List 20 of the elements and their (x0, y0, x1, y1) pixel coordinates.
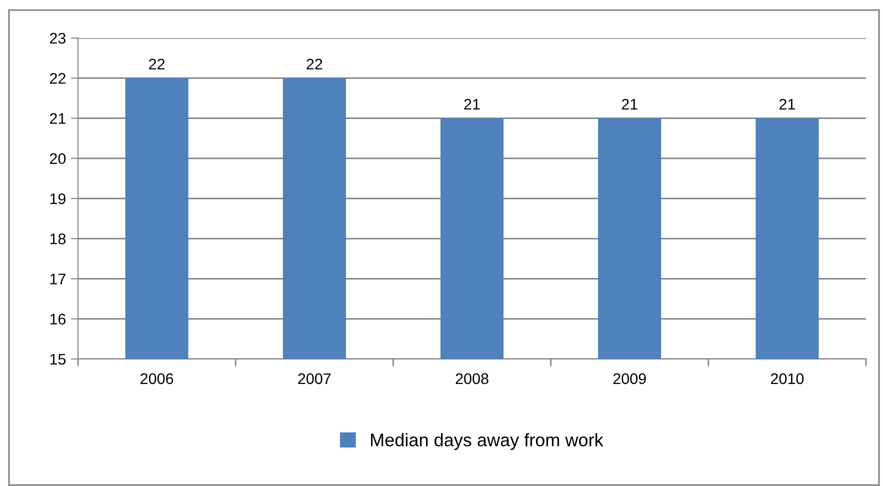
data-label: 21 (622, 98, 638, 110)
y-tick-label: 23 (50, 32, 66, 44)
x-tick-label: 2009 (613, 373, 646, 384)
y-tick-label: 19 (50, 193, 66, 204)
data-label: 22 (306, 58, 322, 70)
x-tick-label: 2010 (770, 373, 804, 384)
y-tick-label: 17 (50, 274, 66, 284)
data-label: 22 (149, 58, 165, 70)
y-tick-label: 15 (50, 354, 66, 365)
y-tick-label: 18 (50, 233, 66, 244)
y-tick-label: 20 (50, 153, 66, 164)
x-tick-label: 2006 (140, 373, 174, 384)
data-label: 21 (779, 98, 795, 110)
y-tick-label: 22 (50, 72, 66, 84)
data-label: 21 (464, 98, 480, 110)
y-tick-label: 21 (50, 113, 66, 124)
x-tick-label: 2007 (298, 373, 331, 384)
legend-label: Median days away from work (371, 433, 604, 450)
y-tick-label: 16 (50, 314, 66, 325)
x-tick-label: 2008 (456, 373, 488, 384)
